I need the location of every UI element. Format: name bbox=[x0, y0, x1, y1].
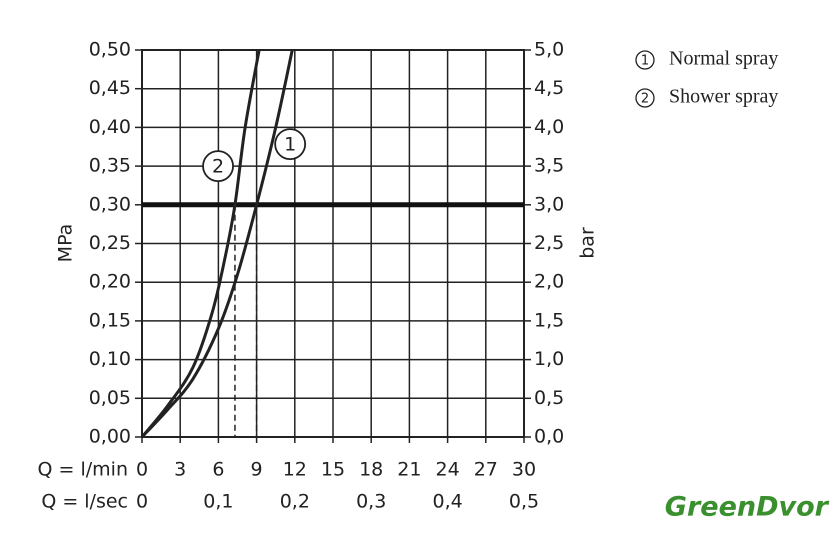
y-tick-label: 0,30 bbox=[89, 193, 131, 215]
y-tick-label: 0,40 bbox=[89, 116, 131, 138]
y-tick-label: 0,20 bbox=[89, 271, 131, 293]
y2-tick-label: 0,0 bbox=[534, 426, 564, 448]
curve-marker bbox=[274, 128, 307, 161]
y-tick-label: 0,10 bbox=[89, 348, 131, 370]
x2-tick-label: 0,5 bbox=[509, 491, 539, 513]
x-tick-label: 6 bbox=[212, 459, 224, 481]
y2-tick-label: 3,0 bbox=[534, 193, 564, 215]
x-tick-label: 15 bbox=[321, 459, 345, 481]
legend-marker bbox=[635, 88, 655, 108]
plot-frame bbox=[141, 49, 525, 438]
y2-tick-label: 3,5 bbox=[534, 155, 564, 177]
y-tick-label: 0,45 bbox=[89, 77, 131, 99]
y-tick-label: 0,50 bbox=[89, 39, 131, 61]
y2-axis-label: bar bbox=[577, 227, 599, 259]
x-tick-label: 30 bbox=[512, 459, 536, 481]
legend-marker-label: 1 bbox=[641, 54, 649, 69]
y2-tick-label: 2,0 bbox=[534, 271, 564, 293]
x2-tick-label: 0,1 bbox=[203, 491, 233, 513]
x2-tick-label: 0,3 bbox=[356, 491, 386, 513]
y-axis-label: MPa bbox=[55, 224, 77, 263]
y2-tick-label: 1,5 bbox=[534, 309, 564, 331]
y2-tick-label: 2,5 bbox=[534, 232, 564, 254]
y2-tick-label: 4,5 bbox=[534, 77, 564, 99]
x-axis-label: Q = l/min bbox=[38, 459, 128, 481]
x-tick-label: 12 bbox=[283, 459, 307, 481]
y2-tick-label: 0,5 bbox=[534, 387, 564, 409]
watermark: GreenDvor bbox=[665, 492, 830, 523]
y-tick-label: 0,00 bbox=[89, 426, 131, 448]
x2-tick-label: 0,2 bbox=[280, 491, 310, 513]
curve-marker-label: 1 bbox=[284, 134, 296, 156]
x-tick-label: 9 bbox=[251, 459, 263, 481]
x-tick-label: 0 bbox=[136, 459, 148, 481]
x-tick-label: 3 bbox=[174, 459, 186, 481]
y-tick-label: 0,25 bbox=[89, 232, 131, 254]
series-line bbox=[140, 49, 261, 438]
y2-tick-label: 1,0 bbox=[534, 348, 564, 370]
y-tick-label: 0,05 bbox=[89, 387, 131, 409]
legend-label: Normal spray bbox=[669, 48, 778, 70]
series-line bbox=[140, 49, 294, 439]
y-tick-label: 0,15 bbox=[89, 309, 131, 331]
legend-marker bbox=[635, 50, 655, 70]
x2-tick-label: 0 bbox=[136, 491, 148, 513]
legend-marker-label: 2 bbox=[641, 92, 649, 107]
y2-tick-label: 4,0 bbox=[534, 116, 564, 138]
x2-axis-label: Q = l/sec bbox=[41, 491, 128, 513]
x-tick-label: 21 bbox=[397, 459, 421, 481]
curve-marker-label: 2 bbox=[212, 156, 224, 178]
y-tick-label: 0,35 bbox=[89, 155, 131, 177]
x2-tick-label: 0,4 bbox=[432, 491, 462, 513]
y2-tick-label: 5,0 bbox=[534, 39, 564, 61]
legend-label: Shower spray bbox=[669, 86, 778, 108]
x-tick-label: 18 bbox=[359, 459, 383, 481]
x-tick-label: 24 bbox=[436, 459, 460, 481]
curve-marker bbox=[202, 150, 234, 183]
x-tick-label: 27 bbox=[474, 459, 498, 481]
